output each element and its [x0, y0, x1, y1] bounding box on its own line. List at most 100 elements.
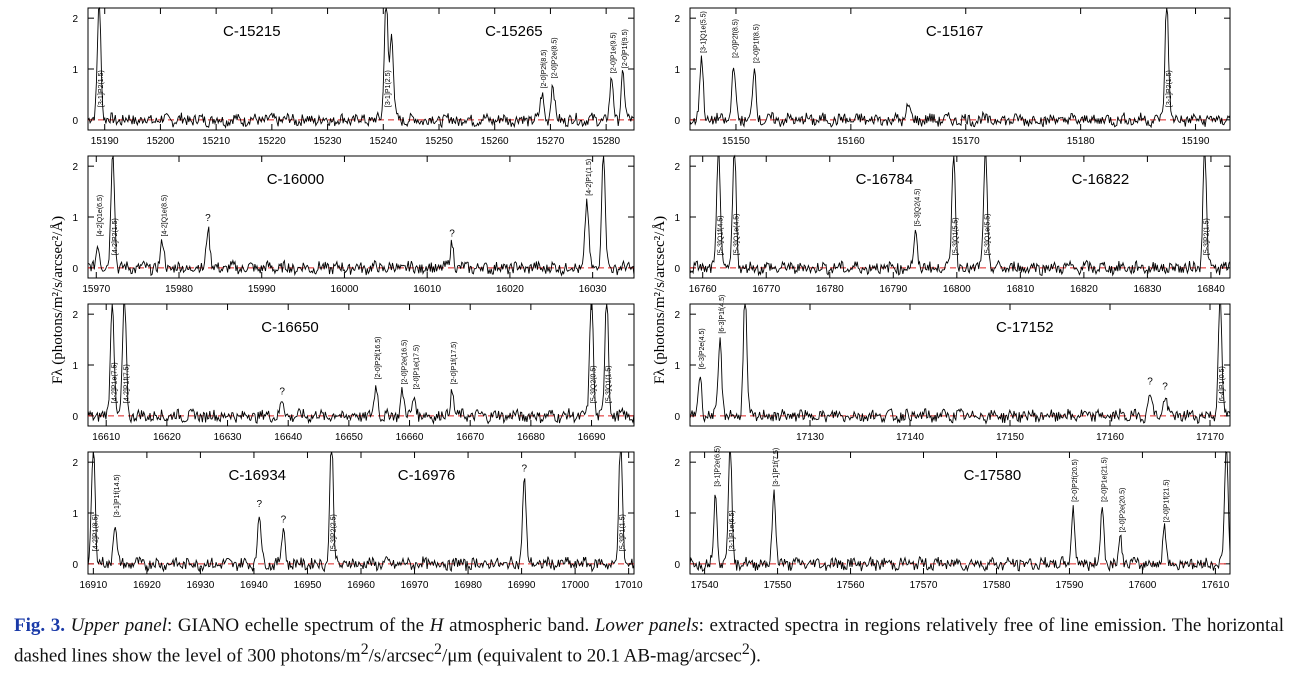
x-tick-label: 16920 — [133, 580, 161, 591]
line-id-label: [6-3]P2e(4.5) — [699, 328, 706, 369]
panel-title: C-16784 — [856, 171, 914, 188]
x-tick-label: 17550 — [764, 580, 792, 591]
y-tick-label: 2 — [72, 162, 78, 173]
spectrum-line — [689, 451, 1231, 573]
spectra-figure: 15190 15200 15210 15220 15230 15240 15250 15260… — [50, 6, 1231, 591]
panel-frame — [87, 303, 635, 427]
panel-right-1: 15150 15160 15170 15180 15190 0 1 2 [3-1]Q1e(5.5… — [674, 7, 1231, 147]
y-tick-label: 1 — [72, 65, 78, 76]
line-id-label: [4-2]P2(1.5) — [112, 218, 119, 255]
line-id-label: [4-2]P1f(7.5) — [123, 364, 130, 403]
x-tick-label: 16010 — [413, 284, 441, 295]
line-id-label: [2-0]P1f(17.5) — [451, 342, 458, 385]
x-tick-label: 16000 — [331, 284, 359, 295]
x-tick-label: 15270 — [537, 136, 565, 147]
x-tick-label: 16990 — [508, 580, 536, 591]
line-id-label: [4-2]P1(1.5) — [586, 159, 593, 196]
panel-left-3: 16610 16620 16630 16640 16650 16660 16670 16680… — [72, 303, 635, 443]
x-tick-label: 17610 — [1201, 580, 1229, 591]
x-tick-label: 15200 — [147, 136, 175, 147]
spectrum-line — [689, 154, 1231, 277]
x-tick-label: 17580 — [983, 580, 1011, 591]
y-axis-label-left: Fλ (photons/m²/s/arcsec²/Å) — [50, 216, 66, 384]
caption-upper-panel: Upper panel — [70, 615, 168, 636]
spectrum-line — [87, 155, 635, 277]
caption-band: H — [429, 615, 444, 636]
line-id-label: ? — [257, 499, 263, 510]
y-tick-label: 2 — [674, 14, 680, 25]
x-tick-label: 15970 — [82, 284, 110, 295]
line-id-label: ? — [521, 463, 527, 474]
x-tick-label: 16790 — [879, 284, 907, 295]
y-tick-label: 1 — [674, 65, 680, 76]
x-tick-label: 16950 — [294, 580, 322, 591]
panel-frame — [87, 155, 635, 279]
caption-text-4: /s/arcsec — [368, 645, 435, 667]
figure-caption: Fig. 3. Upper panel: GIANO echelle spect… — [14, 614, 1284, 668]
line-id-label: [2-0]P1e(17.5) — [413, 345, 420, 390]
panel-frame — [689, 155, 1231, 279]
caption-lower-panels: Lower panels — [594, 615, 699, 636]
line-id-label: [3-1]P1e(6.5) — [729, 510, 736, 551]
x-tick-label: 17560 — [837, 580, 865, 591]
caption-label: Fig. 3. — [14, 615, 66, 636]
x-tick-label: 16680 — [517, 432, 545, 443]
y-tick-label: 0 — [674, 264, 680, 275]
line-id-label: ? — [1162, 382, 1168, 393]
x-tick-label: 16610 — [92, 432, 120, 443]
caption-text-5: /μm (equivalent to 20.1 AB-mag/arcsec — [441, 645, 742, 667]
panel-title: C-15265 — [485, 23, 543, 40]
panel-right-3: 17130 17140 17150 17160 17170 0 1 2 [6-3]P2e(4.5… — [674, 295, 1231, 443]
x-tick-label: 16820 — [1070, 284, 1098, 295]
x-tick-label: 15180 — [1067, 136, 1095, 147]
line-id-label: [5-3]P1(1.5) — [620, 514, 627, 551]
line-id-label: [3-1]P1f(7.5) — [773, 448, 780, 487]
panel-title: C-15167 — [926, 23, 984, 40]
x-tick-label: 16760 — [689, 284, 717, 295]
line-id-label: [5-3]Q1(1.5) — [606, 365, 613, 403]
panel-title: C-17152 — [996, 319, 1054, 336]
line-id-label: ? — [205, 213, 211, 224]
y-tick-label: 1 — [72, 509, 78, 520]
y-tick-label: 0 — [72, 264, 78, 275]
line-id-label: [5-3]Q1e(5.5) — [984, 213, 991, 255]
y-tick-label: 1 — [674, 361, 680, 372]
x-tick-label: 16620 — [153, 432, 181, 443]
line-id-label: [2-0]P1f(9.5) — [622, 29, 629, 68]
x-tick-label: 16020 — [496, 284, 524, 295]
line-id-label: [5-3]Q1e(4.5) — [733, 213, 740, 255]
y-axis-label-right: Fλ (photons/m²/s/arcsec²/Å) — [652, 216, 668, 384]
caption-text-2: atmospheric band. — [443, 615, 595, 636]
panel-title: C-15215 — [223, 23, 281, 40]
line-id-label: [2-0]P1e(9.5) — [611, 32, 618, 73]
x-tick-label: 16630 — [214, 432, 242, 443]
panel-title: C-17580 — [964, 467, 1022, 484]
line-id-label: [4-2]P1e(7.5) — [111, 362, 118, 403]
x-tick-label: 16660 — [396, 432, 424, 443]
spectrum-line — [87, 303, 635, 425]
line-id-label: ? — [279, 387, 285, 398]
line-id-label: [2-0]P2f(20.5) — [1072, 459, 1079, 502]
y-tick-label: 2 — [72, 310, 78, 321]
line-id-label: [2-0]P1f(21.5) — [1163, 479, 1170, 522]
y-tick-label: 0 — [674, 560, 680, 571]
line-id-label: [6-4]P1(0.5) — [1219, 366, 1226, 403]
spectrum-line — [87, 451, 635, 573]
panel-left-2: 15970 15980 15990 16000 16010 16020 16030 0 1 2 [4… — [72, 155, 635, 295]
line-id-label: [2-0]P2f(8.5) — [541, 49, 548, 88]
line-id-label: [2-0]P2f(16.5) — [375, 337, 382, 380]
x-tick-label: 16960 — [347, 580, 375, 591]
panel-title: C-16650 — [261, 319, 319, 336]
x-tick-label: 16940 — [240, 580, 268, 591]
x-tick-label: 17130 — [796, 432, 824, 443]
line-id-label: [4-2]Q1e(6.5) — [97, 195, 104, 237]
line-id-label: ? — [1147, 376, 1153, 387]
x-tick-label: 15210 — [202, 136, 230, 147]
spectrum-line — [689, 7, 1231, 129]
x-tick-label: 15170 — [952, 136, 980, 147]
y-tick-label: 1 — [72, 213, 78, 224]
y-tick-label: 2 — [72, 458, 78, 469]
x-tick-label: 15150 — [722, 136, 750, 147]
x-tick-label: 15190 — [1182, 136, 1210, 147]
x-tick-label: 17590 — [1056, 580, 1084, 591]
